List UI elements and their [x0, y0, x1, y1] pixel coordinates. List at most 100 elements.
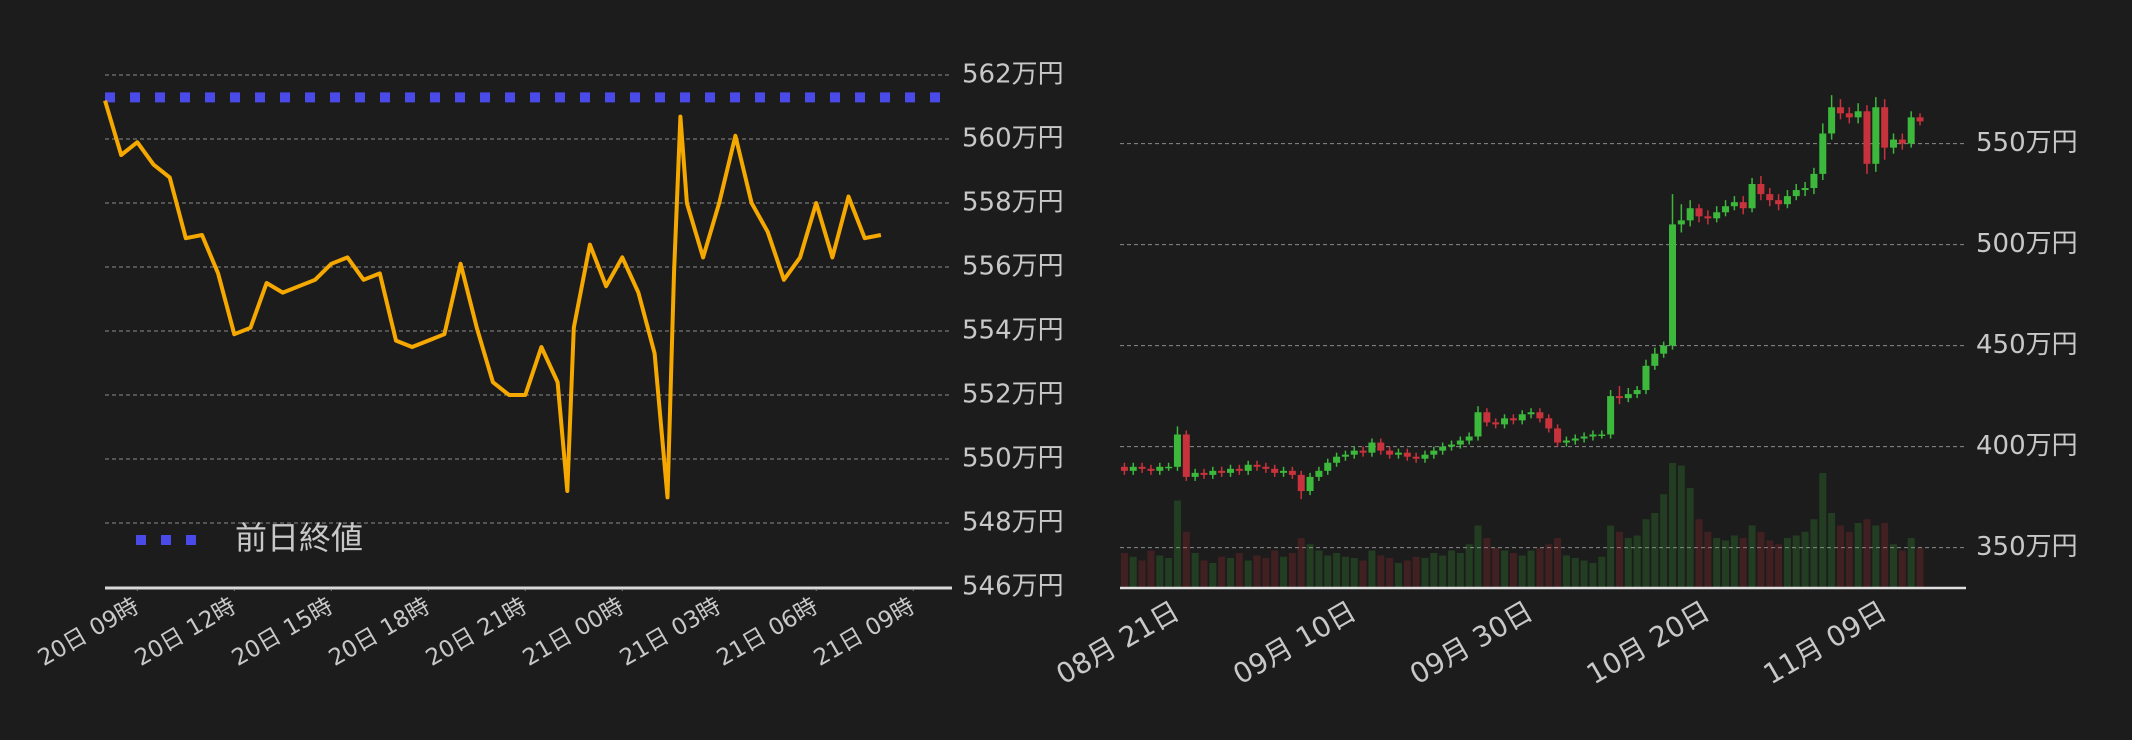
volume-bar	[1262, 558, 1270, 588]
candle-body	[1368, 442, 1376, 453]
candle-body	[1695, 208, 1703, 217]
volume-bar	[1173, 500, 1181, 588]
candle-body	[1403, 452, 1411, 457]
candle-body	[1218, 470, 1226, 473]
y-tick-label: 550万円	[1976, 128, 2078, 158]
candle-body	[1775, 200, 1783, 205]
volume-bar	[1713, 538, 1721, 588]
candle-body	[1262, 466, 1270, 469]
candle-body	[1492, 422, 1500, 425]
volume-bar	[1165, 558, 1173, 588]
candle-body	[1554, 428, 1562, 443]
volume-bar	[1536, 548, 1544, 588]
volume-bar	[1235, 553, 1243, 588]
candle-body	[1280, 470, 1288, 473]
y-tick-label: 552万円	[962, 380, 1064, 410]
volume-bar	[1898, 550, 1906, 588]
volume-bar	[1244, 560, 1252, 588]
candle-body	[1456, 440, 1464, 445]
candle-body	[1138, 466, 1146, 469]
volume-bar	[1200, 560, 1208, 588]
candle-body	[1156, 466, 1164, 471]
y-tick-label: 548万円	[962, 508, 1064, 538]
volume-bar	[1872, 525, 1880, 588]
candle-body	[1315, 470, 1323, 477]
y-tick-label: 560万円	[962, 124, 1064, 154]
candle-body	[1439, 446, 1447, 451]
volume-bar	[1483, 538, 1491, 588]
candle-body	[1377, 442, 1385, 451]
candle-body	[1448, 444, 1455, 447]
candle-body	[1615, 396, 1623, 399]
y-tick-label: 558万円	[962, 188, 1064, 218]
volume-bar	[1615, 531, 1623, 588]
volume-bar	[1677, 465, 1685, 588]
volume-bar	[1439, 555, 1447, 588]
candle-body	[1845, 113, 1853, 118]
volume-bar	[1147, 550, 1155, 588]
volume-bar	[1554, 538, 1562, 588]
candle-body	[1271, 468, 1279, 473]
volume-bar	[1403, 560, 1411, 588]
volume-bar	[1828, 513, 1836, 588]
candle-body	[1235, 468, 1243, 471]
candle-body	[1598, 434, 1606, 436]
volume-bar	[1766, 540, 1774, 588]
y-tick-label: 554万円	[962, 316, 1064, 346]
candle-body	[1253, 464, 1261, 467]
candle-body	[1801, 188, 1809, 191]
volume-bar	[1748, 525, 1756, 588]
candle-body	[1191, 472, 1199, 477]
candle-body	[1828, 107, 1836, 134]
volume-bar	[1518, 555, 1526, 588]
y-tick-label: 556万円	[962, 252, 1064, 282]
volume-bar	[1527, 550, 1535, 588]
candle-body	[1394, 452, 1402, 455]
candle-body	[1624, 394, 1632, 399]
y-tick-label: 546万円	[962, 572, 1064, 602]
candle-body	[1589, 434, 1597, 437]
volume-bar	[1916, 548, 1924, 588]
volume-bar	[1218, 556, 1226, 588]
volume-bar	[1775, 544, 1783, 588]
volume-bar	[1465, 544, 1473, 588]
candle-body	[1898, 139, 1906, 144]
candle-body	[1306, 476, 1314, 492]
candle-body	[1863, 111, 1871, 164]
candle-body	[1854, 111, 1862, 118]
candle-body	[1890, 139, 1897, 148]
volume-bar	[1368, 550, 1376, 588]
candle-body	[1350, 450, 1358, 455]
candle-body	[1421, 454, 1429, 459]
candle-body	[1571, 438, 1579, 441]
candle-body	[1916, 117, 1924, 122]
candle-body	[1757, 184, 1765, 195]
candle-body	[1209, 470, 1217, 475]
candle-body	[1607, 396, 1615, 435]
candle-body	[1147, 468, 1155, 471]
candle-body	[1518, 414, 1526, 421]
candle-body	[1872, 107, 1880, 164]
volume-bar	[1120, 553, 1128, 588]
candle-body	[1165, 466, 1173, 469]
volume-bar	[1863, 519, 1871, 588]
candle-body	[1713, 212, 1721, 219]
volume-bar	[1509, 553, 1517, 588]
volume-bar	[1571, 558, 1579, 588]
volume-bar	[1660, 494, 1668, 588]
candle-body	[1642, 365, 1650, 391]
volume-bar	[1377, 555, 1385, 588]
volume-bar	[1810, 519, 1818, 588]
candle-body	[1633, 390, 1641, 395]
volume-bar	[1341, 556, 1349, 588]
volume-bar	[1448, 550, 1455, 588]
volume-bar	[1501, 550, 1509, 588]
candle-body	[1527, 412, 1535, 415]
volume-bar	[1580, 560, 1588, 588]
volume-bar	[1280, 556, 1288, 588]
candle-body	[1562, 440, 1570, 443]
volume-bar	[1757, 531, 1765, 588]
candle-body	[1536, 412, 1544, 419]
